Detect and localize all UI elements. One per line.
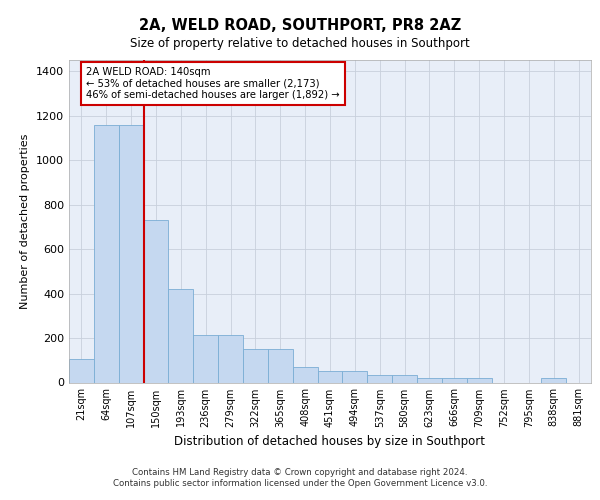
Bar bbox=[442, 378, 467, 382]
Bar bbox=[317, 371, 343, 382]
Bar bbox=[119, 124, 143, 382]
Text: 2A, WELD ROAD, SOUTHPORT, PR8 2AZ: 2A, WELD ROAD, SOUTHPORT, PR8 2AZ bbox=[139, 18, 461, 32]
Bar bbox=[467, 378, 491, 382]
Bar bbox=[367, 376, 392, 382]
Bar bbox=[193, 334, 218, 382]
Bar bbox=[218, 334, 243, 382]
Text: Size of property relative to detached houses in Southport: Size of property relative to detached ho… bbox=[130, 38, 470, 51]
X-axis label: Distribution of detached houses by size in Southport: Distribution of detached houses by size … bbox=[175, 435, 485, 448]
Bar bbox=[169, 289, 193, 382]
Bar bbox=[343, 371, 367, 382]
Bar bbox=[243, 349, 268, 382]
Bar bbox=[268, 349, 293, 382]
Bar bbox=[417, 378, 442, 382]
Y-axis label: Number of detached properties: Number of detached properties bbox=[20, 134, 31, 309]
Text: Contains HM Land Registry data © Crown copyright and database right 2024.
Contai: Contains HM Land Registry data © Crown c… bbox=[113, 468, 487, 487]
Bar bbox=[293, 367, 317, 382]
Text: 2A WELD ROAD: 140sqm
← 53% of detached houses are smaller (2,173)
46% of semi-de: 2A WELD ROAD: 140sqm ← 53% of detached h… bbox=[86, 66, 340, 100]
Bar bbox=[541, 378, 566, 382]
Bar bbox=[392, 376, 417, 382]
Bar bbox=[143, 220, 169, 382]
Bar bbox=[69, 359, 94, 382]
Bar bbox=[94, 124, 119, 382]
